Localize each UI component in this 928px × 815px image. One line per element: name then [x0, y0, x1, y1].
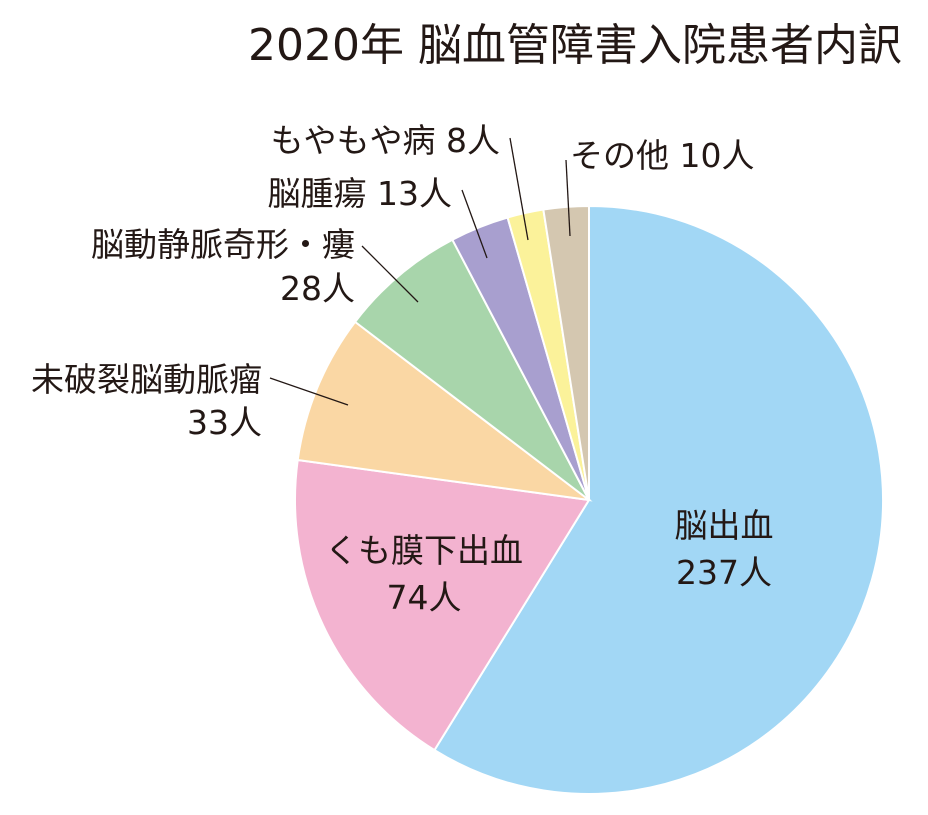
- leader-line-sonota: [565, 159, 571, 237]
- pie-slice-2: [296, 320, 593, 502]
- pie-slices: [294, 204, 884, 795]
- leader-line-dojomyaku: [361, 245, 419, 303]
- label-value-kumomakka-shukketsu: 74人: [387, 578, 462, 617]
- label-name-dojomyaku: 脳動静脈奇形・瘻: [91, 225, 355, 264]
- label-name-sonota: その他 10人: [570, 136, 754, 175]
- label-name-moyamoya: もやもや病 8人: [271, 121, 501, 160]
- leader-line-moyamoya: [509, 137, 529, 241]
- label-value-miharetsu: 33人: [187, 403, 262, 442]
- label-value-dojomyaku: 28人: [280, 269, 355, 308]
- pie-slice-6: [542, 204, 590, 501]
- label-name-miharetsu: 未破裂脳動脈瘤: [31, 360, 262, 399]
- label-value-nou-shukketsu: 237人: [676, 553, 772, 592]
- pie-slice-1: [294, 458, 591, 752]
- label-name-kumomakka-shukketsu: くも膜下出血: [325, 531, 523, 570]
- leader-line-shuyo: [461, 189, 488, 259]
- pie-slice-0: [433, 204, 884, 795]
- label-name-shuyo: 脳腫瘍 13人: [268, 174, 452, 213]
- pie-slice-3: [353, 238, 590, 501]
- label-name-nou-shukketsu: 脳出血: [675, 506, 774, 545]
- chart-title: 2020年 脳血管障害入院患者内訳: [248, 20, 902, 71]
- leader-line-miharetsu: [269, 377, 349, 406]
